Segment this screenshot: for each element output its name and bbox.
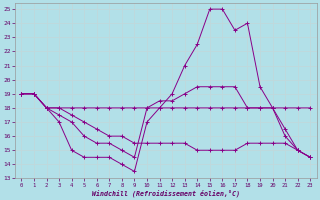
X-axis label: Windchill (Refroidissement éolien,°C): Windchill (Refroidissement éolien,°C) (92, 189, 240, 197)
